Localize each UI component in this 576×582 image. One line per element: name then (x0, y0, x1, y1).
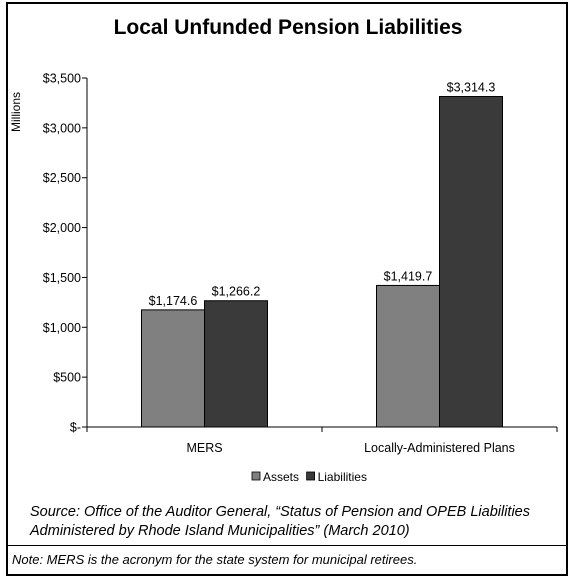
data-label: $1,266.2 (212, 285, 261, 299)
legend-swatch (251, 471, 261, 481)
y-tick-label: $3,500 (43, 72, 81, 86)
legend-label: Assets (263, 470, 299, 484)
bar-assets (376, 284, 440, 428)
source-citation: Source: Office of the Auditor General, “… (30, 504, 530, 539)
bar-liabilities (439, 96, 503, 428)
y-tick-label: $2,000 (43, 221, 81, 235)
chart-frame (6, 2, 568, 576)
x-tick-label: Locally-Administered Plans (364, 441, 515, 455)
x-tick-label: MERS (186, 441, 222, 455)
bar-liabilities (204, 300, 268, 428)
legend-swatch (306, 471, 316, 481)
divider-line (8, 545, 566, 546)
y-tick-label: $- (70, 421, 81, 435)
y-tick-label: $1,000 (43, 321, 81, 335)
bar-chart: Local Unfunded Pension Liabilities Millio… (9, 16, 558, 484)
y-tick-label: $500 (53, 371, 81, 385)
footnote: Note: MERS is the acronym for the state … (12, 552, 418, 567)
chart-title: Local Unfunded Pension Liabilities (114, 16, 463, 39)
y-tick-label: $3,000 (43, 121, 81, 135)
y-tick-label: $2,500 (43, 171, 81, 185)
bar-assets (141, 309, 205, 428)
y-axis-label: Millions (9, 92, 23, 132)
y-tick-label: $1,500 (43, 271, 81, 285)
legend-label: Liabilities (318, 470, 367, 484)
data-label: $1,174.6 (149, 294, 198, 308)
data-label: $3,314.3 (447, 81, 496, 95)
data-label: $1,419.7 (384, 269, 433, 283)
